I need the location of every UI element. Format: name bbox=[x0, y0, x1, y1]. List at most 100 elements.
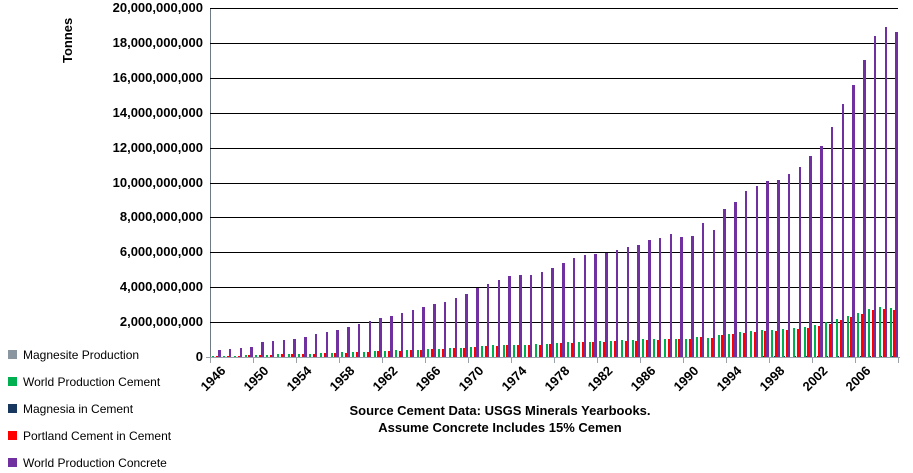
bar-1988-portland-cement-in-cement bbox=[667, 339, 670, 357]
x-axis-tick bbox=[210, 358, 211, 363]
bar-1961-portland-cement-in-cement bbox=[377, 351, 380, 357]
bar-2002-portland-cement-in-cement bbox=[818, 326, 821, 357]
bar-2000-world-production-cement bbox=[792, 328, 795, 357]
bar-1988-world-production-cement bbox=[663, 338, 666, 357]
bar-1950-portland-cement-in-cement bbox=[259, 354, 262, 357]
bar-1996-portland-cement-in-cement bbox=[753, 332, 756, 357]
bar-1953-portland-cement-in-cement bbox=[291, 354, 294, 357]
bar-1989-portland-cement-in-cement bbox=[678, 339, 681, 357]
bar-1956-world-production-concrete bbox=[325, 331, 329, 357]
y-tick-label: 8,000,000,000 bbox=[119, 209, 203, 225]
bar-1948-portland-cement-in-cement bbox=[237, 355, 240, 357]
bar-2002-world-production-cement bbox=[814, 325, 817, 357]
bar-2000-world-production-concrete bbox=[798, 166, 802, 357]
bar-1987-world-production-cement bbox=[653, 339, 656, 357]
bar-2003-world-production-concrete bbox=[830, 126, 834, 357]
y-tick-label: 10,000,000,000 bbox=[112, 174, 203, 190]
bar-2007-magnesia-in-cement bbox=[870, 356, 872, 357]
gridline bbox=[210, 252, 898, 254]
bar-1996-world-production-concrete bbox=[755, 186, 759, 357]
bar-1974-world-production-concrete bbox=[519, 275, 522, 357]
legend-label: Magnesia in Cement bbox=[23, 401, 134, 416]
bar-2004-world-production-concrete bbox=[841, 103, 845, 357]
bar-1999-world-production-cement bbox=[782, 329, 785, 357]
x-tick-label-text: 1954 bbox=[283, 363, 315, 395]
bar-1986-world-production-cement bbox=[642, 339, 645, 357]
bar-1978-portland-cement-in-cement bbox=[560, 343, 563, 357]
bar-1988-world-production-concrete bbox=[669, 234, 673, 357]
bar-2005-portland-cement-in-cement bbox=[850, 317, 853, 357]
x-axis-tick bbox=[339, 358, 340, 363]
bar-1969-portland-cement-in-cement bbox=[463, 347, 466, 357]
bar-1981-world-production-cement bbox=[588, 341, 591, 357]
bar-1969-world-production-concrete bbox=[465, 294, 468, 357]
bar-1998-portland-cement-in-cement bbox=[775, 331, 778, 357]
bar-1971-world-production-cement bbox=[481, 346, 484, 357]
bar-2005-magnesia-in-cement bbox=[848, 356, 850, 357]
bar-1985-world-production-cement bbox=[631, 340, 634, 357]
bar-1961-world-production-concrete bbox=[379, 318, 382, 357]
bar-1993-world-production-concrete bbox=[723, 208, 726, 357]
bar-2000-portland-cement-in-cement bbox=[796, 329, 799, 357]
bar-1992-world-production-cement bbox=[706, 337, 709, 357]
bar-1946-world-production-concrete bbox=[218, 349, 221, 357]
bar-1979-portland-cement-in-cement bbox=[570, 342, 573, 357]
x-axis-tick bbox=[597, 358, 598, 363]
legend-label: World Production Cement bbox=[23, 374, 161, 389]
bar-1997-magnesia-in-cement bbox=[762, 356, 764, 357]
bar-1947-portland-cement-in-cement bbox=[226, 355, 229, 357]
bar-1991-world-production-cement bbox=[696, 336, 699, 357]
bar-1994-world-production-concrete bbox=[734, 201, 737, 357]
bar-1963-portland-cement-in-cement bbox=[398, 350, 401, 357]
bar-1984-portland-cement-in-cement bbox=[624, 340, 627, 357]
bar-1971-world-production-concrete bbox=[486, 284, 490, 357]
bar-1984-world-production-concrete bbox=[626, 247, 630, 357]
bar-1980-portland-cement-in-cement bbox=[581, 342, 584, 357]
bar-2007-world-production-concrete bbox=[873, 35, 877, 357]
bar-2006-portland-cement-in-cement bbox=[861, 313, 864, 357]
x-axis-tick bbox=[511, 358, 512, 363]
bar-2001-portland-cement-in-cement bbox=[807, 327, 810, 357]
bar-1957-portland-cement-in-cement bbox=[334, 353, 337, 357]
bar-1970-world-production-cement bbox=[470, 346, 473, 357]
bar-1979-world-production-concrete bbox=[572, 258, 576, 357]
bar-1958-world-production-cement bbox=[341, 352, 344, 357]
bar-2003-magnesia-in-cement bbox=[827, 356, 829, 357]
bar-1995-portland-cement-in-cement bbox=[742, 332, 745, 357]
x-axis-tick bbox=[812, 358, 813, 363]
y-tick-label: 12,000,000,000 bbox=[112, 139, 203, 155]
bar-1993-world-production-cement bbox=[717, 334, 720, 357]
legend-label: Portland Cement in Cement bbox=[23, 428, 172, 443]
gridline bbox=[210, 147, 898, 149]
bar-1971-portland-cement-in-cement bbox=[484, 346, 487, 357]
bar-1957-world-production-cement bbox=[330, 353, 333, 357]
bar-1955-world-production-concrete bbox=[314, 333, 318, 357]
bar-1946-portland-cement-in-cement bbox=[216, 355, 219, 357]
bar-1947-world-production-cement bbox=[223, 355, 226, 357]
x-axis-tick bbox=[683, 358, 684, 363]
bar-1963-world-production-concrete bbox=[400, 313, 404, 357]
y-tick-label: 18,000,000,000 bbox=[112, 34, 203, 50]
bar-2008-world-production-concrete bbox=[884, 27, 888, 357]
bar-1953-world-production-cement bbox=[287, 354, 290, 357]
bar-1956-portland-cement-in-cement bbox=[323, 353, 326, 357]
bar-1968-world-production-concrete bbox=[454, 298, 458, 357]
bar-1977-portland-cement-in-cement bbox=[549, 344, 552, 357]
bar-1992-world-production-concrete bbox=[712, 229, 716, 357]
bar-1964-world-production-concrete bbox=[411, 309, 415, 357]
y-tick-label: 20,000,000,000 bbox=[112, 0, 203, 15]
gridline bbox=[210, 8, 898, 9]
y-axis-title: Tonnes bbox=[60, 17, 75, 63]
bar-2008-world-production-cement bbox=[878, 307, 881, 357]
bar-1957-world-production-concrete bbox=[336, 330, 339, 357]
bar-1958-portland-cement-in-cement bbox=[345, 352, 348, 357]
bar-2009-magnesia-in-cement bbox=[891, 356, 893, 357]
bar-1998-magnesia-in-cement bbox=[773, 356, 775, 357]
gridline bbox=[210, 322, 898, 324]
bar-1998-world-production-concrete bbox=[777, 180, 780, 357]
bar-1980-world-production-cement bbox=[577, 341, 580, 357]
bar-2009-world-production-cement bbox=[889, 308, 892, 357]
x-tick-label-text: 1990 bbox=[670, 363, 702, 395]
bar-1985-portland-cement-in-cement bbox=[635, 340, 638, 357]
